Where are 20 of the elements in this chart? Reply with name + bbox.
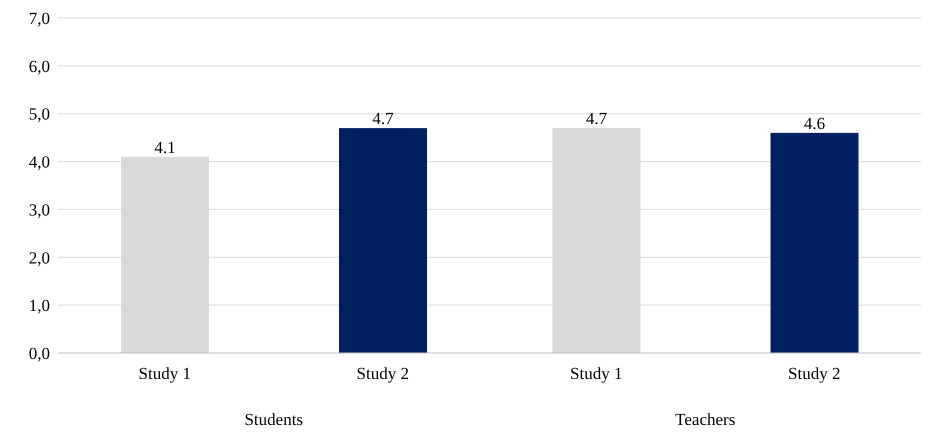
data-label: 4.6 bbox=[804, 114, 826, 133]
data-label: 4.1 bbox=[154, 138, 176, 157]
y-tick-label: 0,0 bbox=[28, 344, 50, 364]
text: Study 1 bbox=[570, 364, 622, 383]
y-tick-label: 7,0 bbox=[28, 9, 50, 28]
y-tick-label: 4,0 bbox=[28, 152, 50, 172]
y-tick-label: 6,0 bbox=[28, 56, 50, 76]
x-tick-label: Students bbox=[244, 410, 304, 429]
y-tick-label: 2,0 bbox=[28, 248, 50, 268]
bar bbox=[339, 128, 427, 353]
x-tick-label: Teachers bbox=[675, 410, 736, 429]
text: Study 2 bbox=[788, 364, 840, 383]
data-label: 4.7 bbox=[372, 109, 394, 128]
y-tick-label: 3,0 bbox=[28, 200, 50, 220]
y-tick-label: 5,0 bbox=[28, 104, 50, 124]
series-label: Study 1 bbox=[138, 364, 191, 383]
y-tick-label: 1,0 bbox=[28, 296, 50, 316]
data-label: 4.7 bbox=[586, 109, 608, 128]
bar bbox=[770, 132, 858, 353]
series-label: Study 2 bbox=[356, 364, 409, 383]
